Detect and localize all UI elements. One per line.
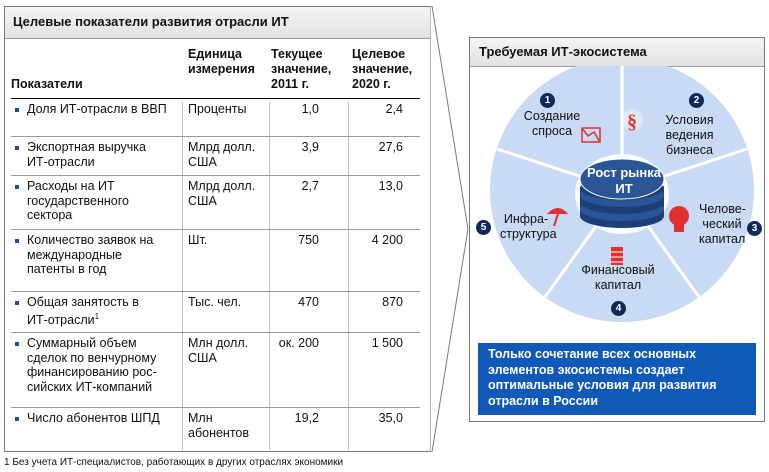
row-indicator: Расходы на ИТ государственного сектора [27, 179, 129, 222]
ecosystem-title-bar: Требуемая ИТ-экосистема [470, 38, 764, 67]
segment-label-3: Челове- ческий капитал [699, 202, 746, 246]
row-unit: Проценты [188, 102, 247, 116]
row-unit: Млрд долл. США [188, 140, 256, 169]
row-target: 35,0 [378, 411, 403, 425]
footnote: 1 Без учета ИТ-специалистов, работающих … [4, 457, 344, 468]
segment-number-badge: 4 [611, 301, 626, 316]
row-unit: Млн долл. США [188, 336, 249, 365]
indicators-title: Целевые показатели развития отрасли ИТ [13, 14, 289, 29]
person-head-icon [669, 206, 689, 232]
row-current: 3,9 [301, 140, 319, 154]
footnote-marker: 1 [94, 311, 100, 321]
svg-text:§: § [627, 111, 637, 133]
row-unit: Шт. [188, 233, 208, 247]
hub-label: Рост рынка ИТ [587, 165, 661, 196]
ecosystem-wheel: § [490, 66, 754, 322]
row-unit: Млрд долл. США [188, 179, 256, 208]
segment-number-badge: 5 [476, 220, 491, 235]
bullet-icon [15, 417, 19, 421]
segment-number-badge: 3 [747, 221, 762, 236]
indicators-panel: Целевые показатели развития отрасли ИТ П… [4, 6, 431, 452]
panel-connector-arrow [430, 6, 469, 452]
row-target: 1 500 [371, 336, 403, 350]
segment-number-badge: 1 [540, 93, 555, 108]
bullet-icon [15, 342, 19, 346]
header-unit: Единица измерения [188, 47, 255, 76]
satellite-dish-icon [547, 208, 568, 227]
row-divider [11, 291, 420, 292]
header-target: Целевое значение, 2020 г. [352, 47, 413, 91]
row-indicator: Число абонентов ШПД [27, 411, 160, 425]
row-target: 13,0 [378, 179, 403, 193]
row-indicator: Общая занятость в ИТ-отрасли1 [27, 295, 139, 327]
conclusion-callout: Только сочетание всех основных элементов… [478, 343, 756, 415]
row-indicator: Доля ИТ-отрасли в ВВП [27, 102, 167, 116]
row-unit: Млн абонентов [188, 411, 249, 440]
conclusion-text: Только сочетание всех основных элементов… [488, 347, 717, 408]
coins-icon [611, 247, 623, 265]
bullet-icon [15, 146, 19, 150]
segment-label-2: Условия ведения бизнеса [665, 113, 714, 157]
row-divider [11, 332, 420, 333]
bullet-icon [15, 108, 19, 112]
segment-label-5: Инфра- структура [500, 212, 557, 241]
row-divider [11, 407, 420, 408]
hub-coin-stack [579, 158, 665, 228]
header-divider [11, 98, 420, 99]
row-indicator: Экспортная выручка ИТ-отрасли [27, 140, 146, 169]
row-current: 750 [298, 233, 319, 247]
column-divider [182, 102, 183, 450]
row-target: 870 [382, 295, 403, 309]
bullet-icon [15, 239, 19, 243]
segment-label-4: Финансовый капитал [581, 263, 655, 292]
row-divider [11, 229, 420, 230]
bullet-icon [15, 301, 19, 305]
paragraph-law-icon: § [621, 109, 643, 133]
row-divider [11, 136, 420, 137]
row-target: 4 200 [371, 233, 403, 247]
segment-label-1: Создание спроса [523, 109, 581, 138]
column-divider [269, 102, 270, 450]
row-indicator: Суммарный объем сделок по венчурному фин… [27, 336, 157, 394]
chart-icon [581, 127, 601, 143]
header-current: Текущее значение, 2011 г. [271, 47, 332, 91]
row-indicator: Количество заявок на международные патен… [27, 233, 154, 276]
row-current: 19,2 [294, 411, 319, 425]
row-current: 470 [298, 295, 319, 309]
row-current: 2,7 [301, 179, 319, 193]
ecosystem-panel: Требуемая ИТ-экосистема [469, 37, 765, 422]
row-divider [11, 175, 420, 176]
header-indicator: Показатели [11, 77, 83, 91]
row-current: ок. 200 [278, 336, 319, 350]
segment-number-badge: 2 [689, 93, 704, 108]
row-target: 2,4 [385, 102, 403, 116]
row-target: 27,6 [378, 140, 403, 154]
bullet-icon [15, 185, 19, 189]
ecosystem-title: Требуемая ИТ-экосистема [479, 44, 647, 59]
column-divider [348, 102, 349, 450]
indicators-title-bar: Целевые показатели развития отрасли ИТ [5, 7, 430, 39]
row-unit: Тыс. чел. [188, 295, 242, 309]
row-current: 1,0 [301, 102, 319, 116]
